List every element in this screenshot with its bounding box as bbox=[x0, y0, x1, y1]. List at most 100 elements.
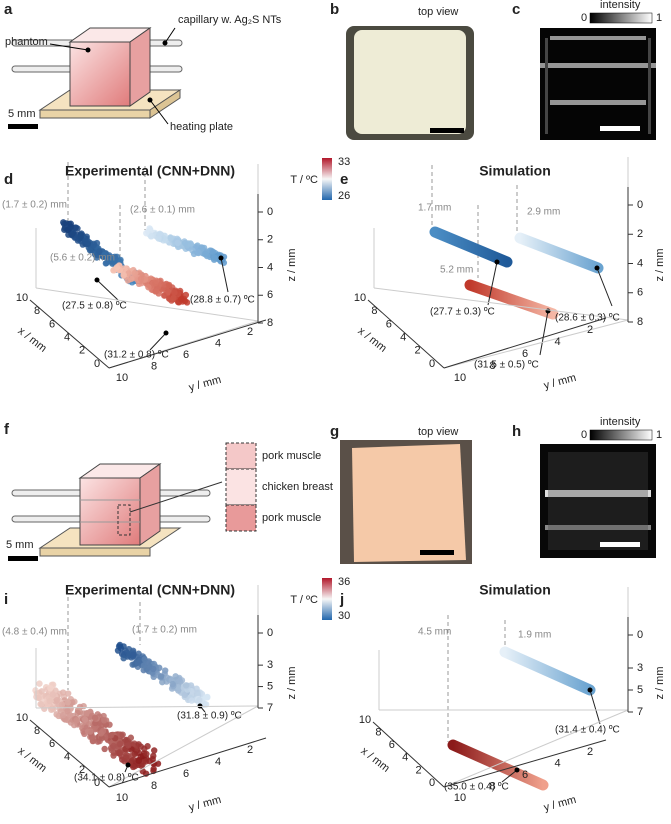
scale-label: 5 mm bbox=[6, 539, 34, 551]
scatter-point bbox=[86, 246, 94, 254]
scatter-point bbox=[110, 742, 117, 750]
scatter-point bbox=[177, 296, 185, 303]
scatter-point bbox=[60, 220, 68, 228]
leader bbox=[501, 769, 518, 783]
marker bbox=[197, 703, 203, 709]
z-tick-label: 4 bbox=[267, 261, 273, 273]
y-tick-label: 8 bbox=[151, 780, 157, 792]
scatter-point bbox=[116, 749, 123, 756]
scatter-point bbox=[211, 254, 218, 262]
y-tick-label: 4 bbox=[554, 336, 560, 348]
scatter-point bbox=[169, 680, 176, 688]
label: intensity bbox=[600, 416, 641, 428]
label: 1 bbox=[656, 12, 662, 24]
axis-box bbox=[373, 287, 629, 321]
axis-line bbox=[108, 737, 267, 788]
z-tick-label: 7 bbox=[637, 706, 643, 718]
z-tick-label: 2 bbox=[267, 234, 273, 246]
scale-bar bbox=[600, 126, 640, 131]
scatter-point bbox=[38, 688, 45, 695]
scatter-point bbox=[46, 697, 54, 705]
tube bbox=[499, 646, 596, 696]
scatter-point bbox=[181, 239, 189, 247]
y-tick-label: 2 bbox=[587, 746, 593, 758]
z-tick-label: 4 bbox=[637, 257, 643, 269]
scatter-point bbox=[80, 710, 88, 717]
colorbar-label: T / ºC bbox=[290, 174, 318, 186]
scatter-point bbox=[49, 691, 57, 698]
panel-title: Simulation bbox=[479, 582, 551, 598]
scale-bar bbox=[430, 128, 464, 133]
y-tick-label: 10 bbox=[454, 372, 466, 384]
scatter-point bbox=[69, 230, 76, 238]
marker bbox=[594, 265, 600, 271]
scatter-point bbox=[59, 711, 67, 719]
scatter-point bbox=[182, 291, 190, 299]
z-tick-label: 8 bbox=[267, 317, 273, 329]
scale-label: 5 mm bbox=[8, 108, 36, 120]
annotation: 4.5 mm bbox=[418, 627, 451, 638]
panel-title: Experimental (CNN+DNN) bbox=[65, 582, 235, 598]
axis-box bbox=[443, 709, 629, 788]
scatter-point bbox=[67, 220, 75, 227]
leader bbox=[596, 267, 613, 307]
scatter-point bbox=[181, 691, 189, 699]
y-axis-label: y / mm bbox=[187, 794, 222, 814]
x-tick-label: 4 bbox=[402, 752, 408, 764]
scatter-point bbox=[157, 673, 165, 680]
z-tick-label: 2 bbox=[637, 228, 643, 240]
y-tick-label: 6 bbox=[522, 348, 528, 360]
scatter-point bbox=[82, 237, 89, 244]
axis-line bbox=[29, 299, 110, 369]
scatter-point bbox=[193, 685, 200, 692]
scatter-point bbox=[116, 740, 124, 748]
y-tick-label: 6 bbox=[183, 768, 189, 780]
scatter-point bbox=[167, 235, 174, 242]
scatter-point bbox=[113, 264, 121, 271]
axis-box bbox=[108, 705, 259, 788]
scatter-point bbox=[37, 700, 44, 708]
y-axis-label: y / mm bbox=[187, 374, 222, 394]
marker bbox=[587, 687, 593, 693]
colorbar bbox=[322, 578, 332, 620]
marker bbox=[163, 330, 169, 336]
y-tick-label: 8 bbox=[489, 780, 495, 792]
label: capillary w. Ag₂S NTs bbox=[178, 14, 282, 26]
y-tick-label: 4 bbox=[215, 756, 221, 768]
z-axis-label: z / mm bbox=[654, 667, 666, 700]
scatter-point bbox=[96, 248, 103, 255]
panel-label: b bbox=[330, 1, 339, 18]
scatter-point bbox=[174, 684, 182, 691]
z-tick-label: 0 bbox=[637, 199, 643, 211]
scatter-point bbox=[171, 289, 178, 296]
photo-b bbox=[354, 30, 466, 134]
x-tick-label: 10 bbox=[16, 292, 28, 304]
colorbar bbox=[322, 158, 332, 200]
label: chicken breast bbox=[262, 481, 333, 493]
tube bbox=[429, 226, 513, 268]
panel-title: Simulation bbox=[479, 163, 551, 179]
panel-title: Experimental (CNN+DNN) bbox=[65, 163, 235, 179]
leader bbox=[149, 332, 167, 351]
x-tick-label: 0 bbox=[94, 777, 100, 789]
y-tick-label: 10 bbox=[116, 792, 128, 804]
scatter-point bbox=[87, 728, 94, 735]
axis-line bbox=[443, 317, 607, 369]
colorbar-label: T / ºC bbox=[290, 594, 318, 606]
tube bbox=[447, 739, 549, 791]
annotation: (31.2 ± 0.8) ºC bbox=[104, 350, 169, 361]
annotation: (1.7 ± 0.2) mm bbox=[2, 200, 67, 211]
label: heating plate bbox=[170, 121, 233, 133]
colorbar-max: 36 bbox=[338, 576, 350, 588]
x-tick-label: 8 bbox=[34, 305, 40, 317]
scatter-point bbox=[130, 651, 137, 658]
scatter-point bbox=[69, 699, 76, 706]
leader bbox=[220, 257, 229, 293]
axis-line bbox=[367, 299, 445, 369]
z-axis-label: z / mm bbox=[654, 249, 666, 282]
y-tick-label: 10 bbox=[116, 372, 128, 384]
marker bbox=[125, 762, 131, 768]
scatter-point bbox=[58, 701, 66, 708]
label: top view bbox=[418, 6, 458, 18]
annotation: (35.0 ± 0.4) ºC bbox=[444, 782, 509, 793]
